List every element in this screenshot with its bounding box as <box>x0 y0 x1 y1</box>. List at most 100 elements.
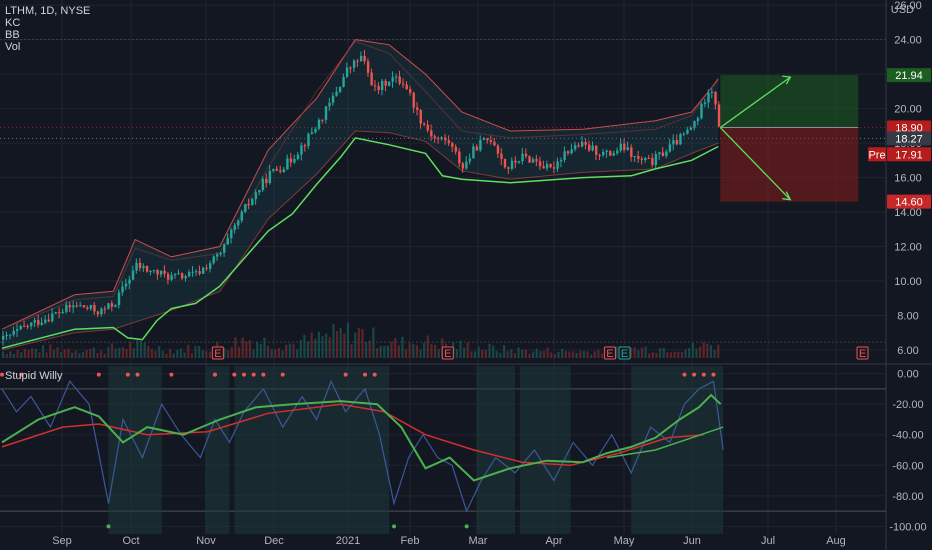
legend-kc[interactable]: KC <box>5 17 20 29</box>
candle-body <box>33 320 36 323</box>
candle-body <box>380 80 384 90</box>
candle-body <box>366 61 370 73</box>
volume-bar <box>539 350 542 358</box>
x-tick-label: Sep <box>52 535 72 547</box>
volume-bar <box>114 348 117 358</box>
candle-body <box>647 157 651 159</box>
volume-bar <box>368 340 371 358</box>
candle-body <box>472 146 475 159</box>
candle-body <box>187 272 191 277</box>
candle-body <box>637 156 640 159</box>
target-price-tag-label: 21.94 <box>895 70 923 82</box>
osc-shaded-range <box>476 366 516 534</box>
volume-bar <box>176 350 179 358</box>
candle-body <box>314 128 317 133</box>
volume-bar <box>194 345 197 358</box>
volume-bar <box>85 349 88 358</box>
candle-body <box>282 169 286 172</box>
stop-price-tag[interactable] <box>887 194 931 209</box>
volume-bar <box>12 353 16 358</box>
volume-bar <box>706 343 709 358</box>
volume-bar <box>328 337 331 358</box>
osc-y-tick-label: -20.00 <box>892 399 923 411</box>
candle-body <box>559 159 563 162</box>
earnings-marker[interactable] <box>603 346 616 360</box>
candle-body <box>640 158 644 161</box>
volume-bar <box>118 347 121 358</box>
candle-body <box>300 145 303 155</box>
volume-bar <box>190 353 193 358</box>
volume-bar <box>640 347 644 358</box>
oscillator-layer <box>0 366 724 534</box>
target-zone[interactable] <box>720 75 859 128</box>
earnings-marker[interactable] <box>856 346 869 360</box>
candle-body <box>535 159 538 162</box>
volume-bar <box>2 351 5 358</box>
legend-vol[interactable]: Vol <box>5 41 20 53</box>
candle-body <box>289 158 293 163</box>
volume-bar <box>63 349 66 358</box>
osc-top-dot <box>251 372 256 377</box>
earnings-marker[interactable] <box>618 346 631 360</box>
x-tick-label: Feb <box>401 535 420 547</box>
candle-body <box>598 154 601 156</box>
bands-layer <box>1 39 719 351</box>
volume-bar <box>648 353 651 358</box>
volume-bar <box>597 349 600 358</box>
volume-bar <box>198 346 201 358</box>
volume-bar <box>270 349 273 358</box>
volume-bar <box>717 344 720 358</box>
candle-body <box>324 106 328 120</box>
x-tick-label: Jun <box>683 535 701 547</box>
legend-symbol[interactable]: LTHM, 1D, NYSE <box>5 5 90 17</box>
pre-price-tag[interactable] <box>887 147 931 162</box>
candle-body <box>226 238 229 245</box>
volume-bar <box>237 347 241 358</box>
candle-body <box>202 267 205 274</box>
earnings-marker[interactable] <box>441 346 454 360</box>
candle-body <box>138 262 142 269</box>
candle-body <box>602 151 605 156</box>
volume-bar <box>60 352 63 358</box>
candle-body <box>145 265 149 272</box>
x-tick-label: 2021 <box>336 535 360 547</box>
candle-body <box>156 270 159 275</box>
volume-bar <box>546 347 549 358</box>
currency-label: USD <box>891 4 914 16</box>
osc-top-dot <box>0 372 4 377</box>
volume-bar <box>27 349 30 358</box>
volume-bar <box>332 324 335 358</box>
volume-bar <box>100 350 103 358</box>
volume-bar <box>423 342 426 358</box>
volume-bar <box>248 340 252 358</box>
volume-bar <box>629 347 633 358</box>
candle-body <box>317 119 321 129</box>
candle-body <box>605 150 608 152</box>
volume-bar <box>339 327 342 358</box>
legend-oscillator[interactable]: Stupid Willy <box>5 370 63 382</box>
volume-bar <box>495 350 498 358</box>
earnings-marker[interactable] <box>211 346 224 360</box>
pre-badge[interactable] <box>868 147 886 162</box>
volume-bar <box>673 351 676 358</box>
volume-bar <box>154 350 157 358</box>
candle-body <box>58 312 61 314</box>
volume-bar <box>277 348 281 358</box>
stop-zone[interactable] <box>720 127 859 202</box>
legend-bb[interactable]: BB <box>5 29 20 41</box>
candle-body <box>37 320 40 325</box>
volume-bar <box>590 354 593 358</box>
candle-body <box>496 145 500 154</box>
candle-body <box>510 160 514 169</box>
candle-body <box>461 163 465 169</box>
volume-bar <box>92 347 95 358</box>
osc-top-dot <box>125 372 130 377</box>
candle-body <box>65 304 68 312</box>
candle-body <box>489 140 493 142</box>
volume-bar <box>56 347 59 358</box>
volume-bar <box>325 333 328 358</box>
current-price-tag[interactable] <box>887 120 931 135</box>
level-price-tag[interactable] <box>887 131 931 146</box>
target-price-tag[interactable] <box>887 68 931 83</box>
